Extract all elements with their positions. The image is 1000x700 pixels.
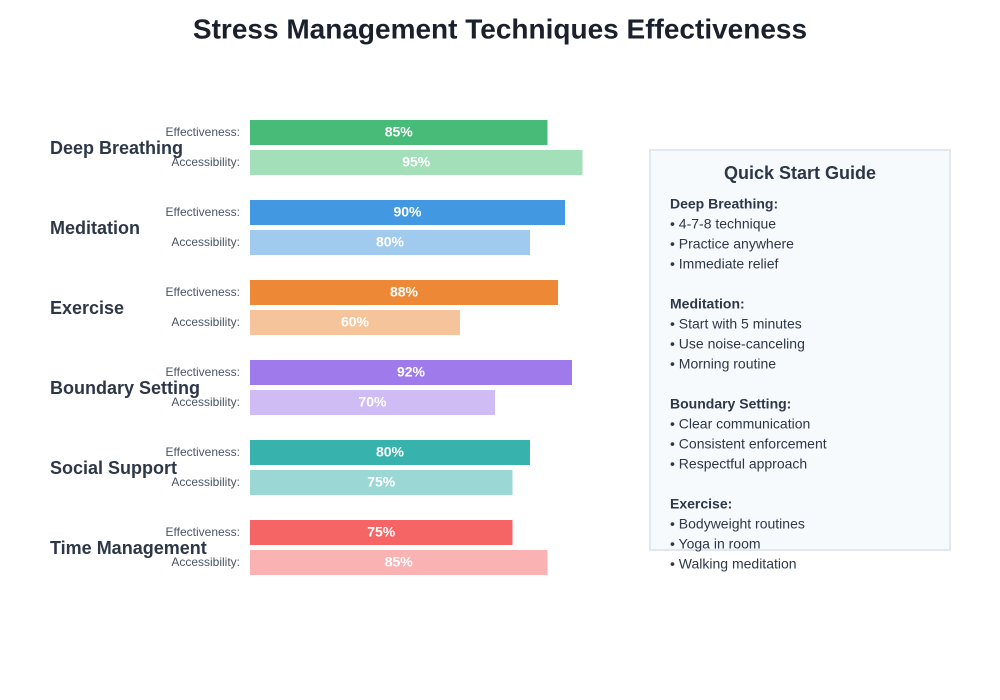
category-label: Meditation	[50, 218, 140, 238]
guide-item: • Walking meditation	[670, 556, 797, 572]
guide-heading: Deep Breathing:	[670, 196, 778, 212]
bar	[250, 520, 513, 545]
series-label: Effectiveness:	[166, 125, 240, 139]
value-label: 75%	[367, 474, 396, 490]
value-label: 60%	[341, 314, 370, 330]
category-label: Time Management	[50, 538, 207, 558]
series-label: Accessibility:	[171, 395, 240, 409]
guide-item: • Start with 5 minutes	[670, 316, 802, 332]
value-label: 85%	[385, 554, 414, 570]
series-label: Accessibility:	[171, 555, 240, 569]
guide-heading: Boundary Setting:	[670, 396, 791, 412]
guide-item: • Consistent enforcement	[670, 436, 827, 452]
bar	[250, 150, 583, 175]
guide-item: • Bodyweight routines	[670, 516, 805, 532]
value-label: 85%	[385, 124, 414, 140]
series-label: Effectiveness:	[166, 205, 240, 219]
guide-item: • Practice anywhere	[670, 236, 794, 252]
value-label: 92%	[397, 364, 426, 380]
value-label: 80%	[376, 444, 405, 460]
value-label: 90%	[393, 204, 422, 220]
value-label: 88%	[390, 284, 419, 300]
guide-title: Quick Start Guide	[724, 163, 876, 183]
guide-heading: Exercise:	[670, 496, 732, 512]
bar	[250, 390, 495, 415]
bar	[250, 440, 530, 465]
guide-heading: Meditation:	[670, 296, 745, 312]
bar	[250, 200, 565, 225]
guide-item: • Clear communication	[670, 416, 810, 432]
series-label: Effectiveness:	[166, 285, 240, 299]
bar	[250, 470, 513, 495]
guide-item: • Morning routine	[670, 356, 776, 372]
value-label: 95%	[402, 154, 431, 170]
bar	[250, 280, 558, 305]
category-label: Deep Breathing	[50, 138, 183, 158]
bar	[250, 230, 530, 255]
series-label: Accessibility:	[171, 475, 240, 489]
bar	[250, 120, 548, 145]
series-label: Effectiveness:	[166, 365, 240, 379]
guide-panel	[649, 149, 951, 551]
series-label: Effectiveness:	[166, 525, 240, 539]
guide-item: • Respectful approach	[670, 456, 807, 472]
guide-item: • Use noise-canceling	[670, 336, 805, 352]
bar	[250, 310, 460, 335]
bar	[250, 550, 548, 575]
series-label: Accessibility:	[171, 315, 240, 329]
category-label: Social Support	[50, 458, 177, 478]
guide-item: • 4-7-8 technique	[670, 216, 776, 232]
series-label: Accessibility:	[171, 155, 240, 169]
category-label: Exercise	[50, 298, 124, 318]
series-label: Accessibility:	[171, 235, 240, 249]
bar	[250, 360, 572, 385]
series-label: Effectiveness:	[166, 445, 240, 459]
chart-title: Stress Management Techniques Effectivene…	[193, 13, 807, 44]
value-label: 75%	[367, 524, 396, 540]
guide-item: • Yoga in room	[670, 536, 761, 552]
guide-item: • Immediate relief	[670, 256, 778, 272]
value-label: 80%	[376, 234, 405, 250]
value-label: 70%	[358, 394, 387, 410]
category-label: Boundary Setting	[50, 378, 200, 398]
